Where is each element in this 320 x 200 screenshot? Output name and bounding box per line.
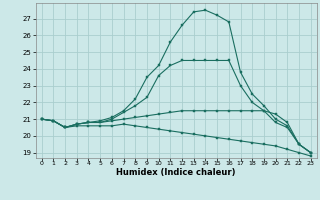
X-axis label: Humidex (Indice chaleur): Humidex (Indice chaleur) bbox=[116, 168, 236, 177]
